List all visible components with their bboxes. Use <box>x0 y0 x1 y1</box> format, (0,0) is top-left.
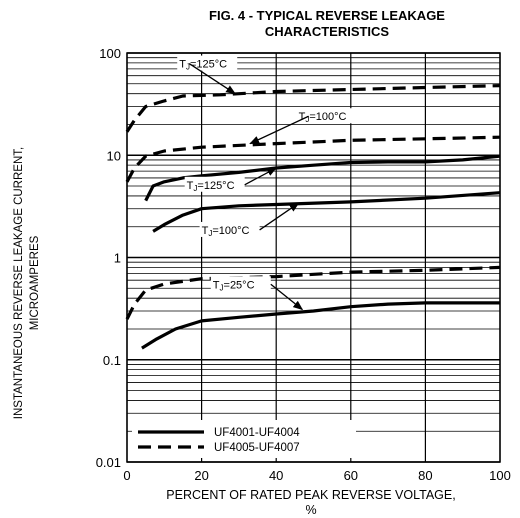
annotation-main: T <box>179 59 186 71</box>
y-axis-label-line2: MICROAMPERES <box>29 235 41 330</box>
series-layer <box>125 84 501 350</box>
annotation-arrow <box>270 283 304 311</box>
x-tick-label: 0 <box>123 468 130 483</box>
x-tick-label: 80 <box>418 468 432 483</box>
annotation-subscript: J <box>305 115 309 124</box>
annotation-label: TJ=100°C <box>299 111 347 124</box>
annotation-main: T <box>187 180 194 192</box>
y-axis-label-line1: INSTANTANEOUS REVERSE LEAKAGE CURRENT, <box>13 147 25 419</box>
annotation-background <box>184 176 245 192</box>
y-tick-label: 0.1 <box>103 353 121 368</box>
legend-label: UF4005-UF4007 <box>214 442 300 454</box>
x-axis-label-line1: PERCENT OF RATED PEAK REVERSE VOLTAGE, <box>166 488 455 502</box>
annotation-rest: =125°C <box>190 59 227 71</box>
annotation-subscript: J <box>208 229 212 238</box>
annotation-arrow <box>244 167 278 186</box>
annotation-background <box>210 276 271 292</box>
annotation-rest: =100°C <box>212 225 249 237</box>
grid <box>126 52 501 463</box>
annotation-background <box>177 55 238 71</box>
annotation-subscript: J <box>193 184 197 193</box>
series-line <box>125 265 501 320</box>
y-tick-label: 10 <box>107 148 121 163</box>
annotation-rest: =125°C <box>197 180 234 192</box>
x-tick-label: 20 <box>194 468 208 483</box>
y-tick-label: 100 <box>99 46 121 61</box>
annotation-main: T <box>213 279 220 291</box>
annotation-arrow <box>259 202 300 231</box>
chart-subtitle: CHARACTERISTICS <box>265 24 390 39</box>
annotation-rest: =25°C <box>224 279 255 291</box>
series-line <box>141 301 500 350</box>
annotations: TJ=125°CTJ=100°CTJ=125°CTJ=100°CTJ=25°C <box>177 55 357 311</box>
annotation-arrow <box>249 115 309 145</box>
annotation-main: T <box>299 111 306 123</box>
annotation-label: TJ=100°C <box>202 225 250 238</box>
series-line <box>152 191 501 233</box>
legend: UF4001-UF4004 UF4005-UF4007 <box>132 420 356 458</box>
annotation-background <box>296 108 357 124</box>
annotation-subscript: J <box>220 283 224 292</box>
x-tick-label: 60 <box>344 468 358 483</box>
series-line <box>125 84 501 133</box>
annotation-label: TJ=25°C <box>213 279 255 292</box>
annotation-subscript: J <box>186 63 190 72</box>
chart-title: FIG. 4 - TYPICAL REVERSE LEAKAGE <box>209 8 445 23</box>
plot-frame <box>126 52 501 463</box>
annotation-background <box>199 221 260 237</box>
annotation-rest: =100°C <box>309 111 346 123</box>
x-tick-label: 40 <box>269 468 283 483</box>
y-tick-label: 0.01 <box>96 455 121 470</box>
series-line <box>125 135 501 183</box>
x-tick-label: 100 <box>489 468 511 483</box>
annotation-label: TJ=125°C <box>179 59 227 72</box>
annotation-arrow <box>188 63 237 95</box>
ticks: 0 20 40 60 80 100 0.01 0.1 1 10 100 <box>96 46 511 483</box>
y-tick-label: 1 <box>114 251 121 266</box>
annotation-label: TJ=125°C <box>187 180 235 193</box>
x-axis-label-line2: % <box>305 503 316 517</box>
annotation-main: T <box>202 225 209 237</box>
legend-background <box>132 420 356 458</box>
legend-label: UF4001-UF4004 <box>214 427 300 439</box>
